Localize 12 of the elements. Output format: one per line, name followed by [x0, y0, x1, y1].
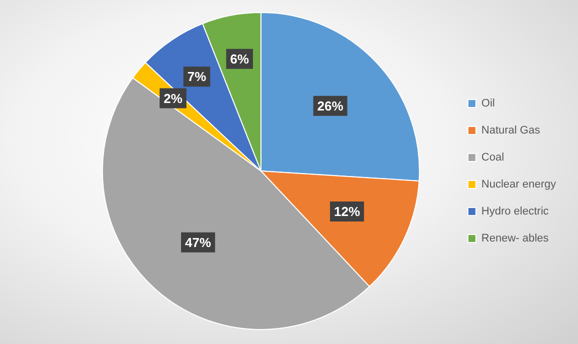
legend-label: Oil [481, 98, 495, 110]
data-label: 2% [164, 90, 183, 106]
data-label: 12% [334, 204, 360, 220]
data-label: 47% [185, 234, 212, 250]
data-label: 26% [317, 98, 344, 114]
data-label: 6% [230, 51, 250, 66]
legend-label: Hydro electric [481, 206, 550, 218]
legend-label: Coal [481, 152, 504, 164]
data-label: 7% [187, 69, 207, 84]
legend-label: Nuclear energy [481, 178, 556, 191]
legend-label: Natural Gas [481, 124, 541, 137]
legend-label: Renew- ables [481, 232, 550, 245]
